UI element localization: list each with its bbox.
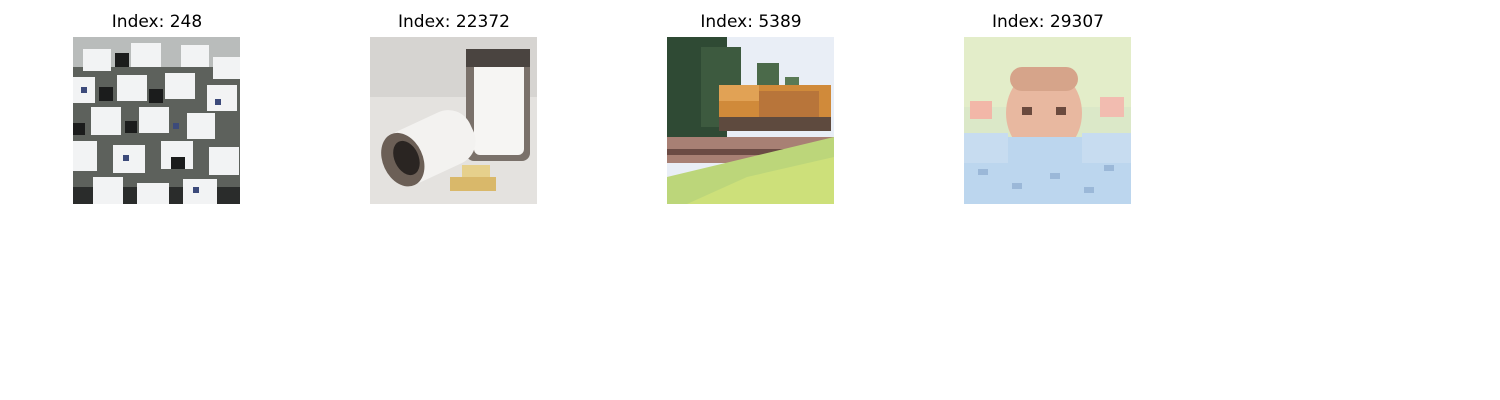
image-thumbnail — [964, 37, 1131, 204]
image-thumbnail — [370, 37, 537, 204]
image-thumbnail — [667, 37, 834, 204]
panel-title: Index: 5389 — [700, 12, 802, 32]
panel-title: Index: 29307 — [991, 12, 1104, 32]
panel-title: Index: 248 — [111, 12, 203, 32]
image-thumbnail — [73, 37, 240, 204]
panel-title: Index: 22372 — [397, 12, 510, 32]
